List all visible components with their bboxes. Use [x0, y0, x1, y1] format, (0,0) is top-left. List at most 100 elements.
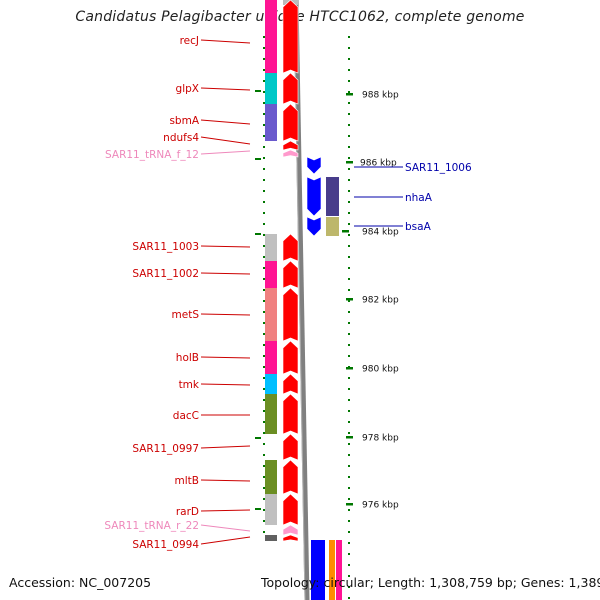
gene-arrow-glpX	[282, 72, 299, 105]
gene-arrow-rarD	[282, 493, 299, 526]
tick-dot	[348, 190, 350, 192]
tick-dot	[348, 443, 350, 445]
gene-arrow-SAR11_1003	[282, 233, 299, 262]
gene-label-glpX: glpX	[176, 83, 199, 95]
tick-dash	[255, 90, 261, 92]
gene-arrow-partial	[311, 540, 325, 600]
tick-dot	[348, 421, 350, 423]
category-bar-nhaA	[326, 177, 339, 216]
tick-dot	[348, 300, 350, 302]
category-bar-mltB	[265, 460, 277, 494]
gene-arrow-SAR11_0994	[282, 534, 299, 542]
gene-label-bsaA: bsaA	[405, 221, 432, 233]
tick-dot	[263, 388, 265, 390]
tick-dot	[348, 102, 350, 104]
tick-dot	[263, 355, 265, 357]
tick-dot	[263, 410, 265, 412]
tick-dot	[263, 311, 265, 313]
leader-line-SAR11_0997	[200, 445, 251, 449]
tick-dot	[263, 80, 265, 82]
tick-dot	[263, 124, 265, 126]
tick-dot	[348, 432, 350, 434]
tick-dot	[348, 575, 350, 577]
tick-dot	[263, 520, 265, 522]
leader-line-glpX	[200, 87, 251, 91]
tick-dot	[348, 344, 350, 346]
tick-dash	[342, 230, 349, 233]
tick-dot	[348, 157, 350, 159]
gene-arrow-ndufs4	[282, 140, 299, 151]
tick-dot	[348, 245, 350, 247]
leader-line-metS	[200, 313, 251, 316]
gene-arrow-metS	[282, 287, 299, 342]
tick-dot	[263, 212, 265, 214]
map-title: Candidatus Pelagibacter ubique HTCC1062,…	[75, 9, 525, 25]
tick-dot	[263, 476, 265, 478]
tick-dot	[348, 278, 350, 280]
leader-line-SAR11_1002	[200, 272, 251, 275]
tick-dash	[255, 233, 261, 235]
tick-dot	[348, 36, 350, 38]
tick-dot	[263, 157, 265, 159]
tick-dot	[348, 564, 350, 566]
tick-dot	[348, 80, 350, 82]
tick-dot	[263, 344, 265, 346]
leader-line-mltB	[200, 479, 251, 482]
tick-dot	[348, 267, 350, 269]
category-bar-rarD	[265, 494, 277, 525]
category-bar-holB	[265, 341, 277, 374]
gene-label-recJ: recJ	[180, 35, 199, 47]
tick-dot	[348, 509, 350, 511]
tick-dash	[346, 93, 353, 96]
gene-arrow-recJ	[282, 0, 299, 74]
gene-label-SAR11_1006: SAR11_1006	[405, 162, 472, 174]
gene-label-SAR11_tRNA_r_22: SAR11_tRNA_r_22	[104, 520, 199, 532]
gene-label-metS: metS	[172, 309, 200, 321]
gene-label-SAR11_1003: SAR11_1003	[132, 241, 199, 253]
tick-dot	[263, 289, 265, 291]
tick-dot	[263, 135, 265, 137]
tick-dot	[348, 146, 350, 148]
tick-dot	[263, 443, 265, 445]
tick-dot	[263, 223, 265, 225]
gene-arrows	[282, 0, 325, 600]
tick-dot	[348, 520, 350, 522]
leader-line-SAR11_tRNA_f_12	[200, 150, 251, 155]
category-bar-partial	[336, 540, 342, 600]
gene-label-mltB: mltB	[175, 475, 199, 487]
gene-label-SAR11_0994: SAR11_0994	[132, 539, 199, 551]
tick-dash	[255, 508, 261, 510]
leader-line-SAR11_0994	[200, 536, 251, 545]
tick-dot	[263, 465, 265, 467]
tick-dot	[348, 476, 350, 478]
gene-label-tmk: tmk	[179, 379, 200, 391]
category-bar-tmk	[265, 374, 277, 394]
leader-line-tmk	[200, 383, 251, 386]
tick-dot	[263, 377, 265, 379]
tick-dot	[348, 234, 350, 236]
tick-dot	[263, 113, 265, 115]
tick-dot	[263, 333, 265, 335]
leader-line-SAR11_tRNA_r_22	[200, 524, 251, 532]
tick-dot	[263, 278, 265, 280]
tick-dot	[263, 36, 265, 38]
tick-dot	[348, 113, 350, 115]
tick-dash	[346, 503, 353, 506]
tick-dot	[263, 58, 265, 60]
scale-labels: 988 kbp 986 kbp 984 kbp 982 kbp 980 kbp 978 k…	[360, 91, 399, 511]
tick-dot	[348, 91, 350, 93]
tick-dot	[348, 333, 350, 335]
scale-label: 984 kbp	[362, 228, 399, 238]
scale-label: 982 kbp	[362, 296, 399, 306]
category-bar-SAR11_0994	[265, 535, 277, 541]
tick-dot	[348, 487, 350, 489]
tick-dot	[263, 432, 265, 434]
category-bar-sbmA	[265, 104, 277, 141]
gene-arrow-dacC	[282, 393, 299, 435]
tick-dash	[346, 367, 353, 370]
gene-arrow-nhaA	[306, 176, 322, 217]
tick-dash	[346, 436, 353, 439]
gene-arrow-SAR11_0997	[282, 433, 299, 461]
tick-dot	[263, 399, 265, 401]
category-bar-glpX	[265, 73, 277, 104]
